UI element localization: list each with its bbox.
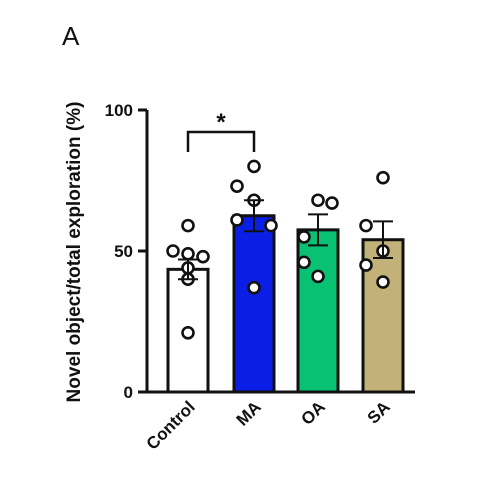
data-point-sa [359, 218, 373, 233]
bar-ma [232, 214, 276, 394]
x-tick-label: Control [143, 397, 199, 453]
y-axis-title: Novel object/total exploration (%) [64, 102, 85, 403]
y-axis: 0 50 100 [105, 101, 149, 402]
data-point-oa [297, 255, 311, 270]
data-point-sa [376, 275, 390, 289]
data-point-control [181, 247, 195, 261]
data-point-oa [311, 269, 325, 284]
significance-star: * [216, 109, 226, 136]
x-tick-label: SA [364, 397, 394, 427]
data-point-control [181, 218, 195, 233]
data-point-control [166, 244, 180, 258]
bars [166, 214, 405, 394]
plot-area: 0 50 100 * Control MA OA SA [105, 101, 415, 454]
data-point-control [196, 249, 210, 264]
x-tick-label: MA [233, 397, 265, 429]
data-point-oa [325, 196, 339, 210]
data-point-control [181, 325, 195, 340]
data-point-oa [311, 193, 325, 208]
x-axis: Control MA OA SA [143, 390, 415, 454]
data-point-ma [247, 159, 261, 174]
x-tick-label: OA [297, 397, 328, 428]
data-point-ma [247, 280, 261, 295]
y-tick-label: 100 [105, 101, 133, 120]
panel-label: A [62, 21, 80, 51]
y-tick-label: 0 [124, 383, 133, 402]
error-bars [178, 199, 393, 281]
data-point-ma [230, 179, 244, 193]
data-point-oa [297, 230, 311, 244]
data-point-sa [376, 170, 390, 185]
data-point-ma [264, 218, 278, 233]
bar-oa [296, 228, 340, 394]
data-point-sa [359, 258, 373, 272]
bracket-line [186, 130, 256, 152]
significance-bracket: * [186, 109, 256, 152]
data-point-ma [230, 213, 244, 227]
data-points [166, 159, 390, 340]
y-tick-label: 50 [114, 242, 133, 261]
